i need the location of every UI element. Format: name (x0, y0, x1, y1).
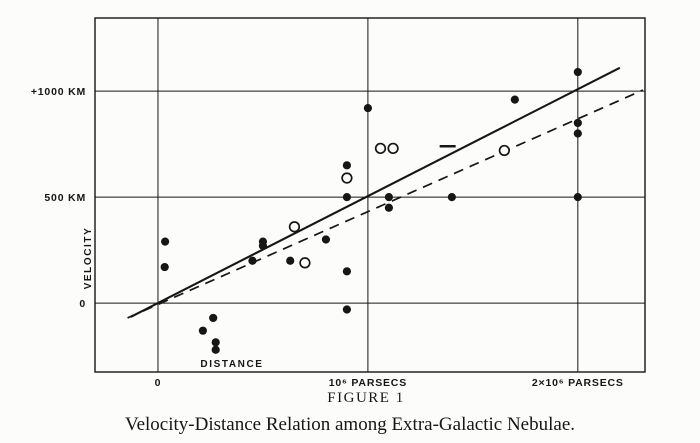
data-point-open (288, 221, 301, 233)
fit-line-solution-groups (127, 89, 644, 319)
data-point-filled (321, 235, 331, 244)
data-point-open (387, 142, 399, 155)
data-point-filled (573, 118, 582, 128)
data-point-filled (573, 193, 582, 202)
data-point-filled (384, 203, 393, 212)
x-tick-label: 2×10⁶ PARSECS (532, 377, 624, 389)
figure-caption: Velocity-Distance Relation among Extra-G… (125, 414, 575, 435)
x-axis-label: DISTANCE (200, 359, 263, 370)
data-point-filled (161, 237, 170, 246)
data-point-filled (209, 313, 218, 323)
figure-title: FIGURE 1 (327, 390, 404, 406)
data-point-filled (211, 338, 220, 347)
data-point-open (374, 142, 387, 155)
data-point-filled (447, 193, 456, 202)
tick-labels: 0 10⁶ PARSECS 2×10⁶ PARSECS 0 500 KM +1000 KM (31, 86, 624, 389)
data-point-filled (573, 67, 582, 77)
data-point-filled (342, 161, 352, 170)
data-points (160, 67, 582, 354)
data-point-filled (384, 193, 393, 202)
plot-frame-layer (94, 17, 646, 373)
data-point-open (341, 172, 353, 184)
data-point-filled (573, 129, 582, 138)
fit-line-solution-individual (130, 66, 621, 318)
data-point-filled (286, 256, 295, 265)
x-tick-label: 10⁶ PARSECS (329, 377, 407, 389)
data-point-filled (258, 241, 268, 250)
data-point-filled (363, 103, 373, 113)
data-point-filled (198, 326, 208, 335)
x-tick-label: 0 (155, 377, 162, 389)
data-point-filled (342, 305, 352, 314)
plot-frame (94, 17, 646, 373)
data-point-filled (248, 256, 257, 265)
data-point-filled (342, 193, 352, 202)
data-point-open (299, 257, 311, 269)
y-tick-label: +1000 KM (31, 86, 86, 98)
data-point-filled (342, 267, 352, 276)
data-point-filled (211, 345, 220, 354)
y-tick-label: 0 (79, 298, 86, 310)
data-point-filled (510, 95, 519, 104)
data-point-open (498, 144, 511, 157)
data-point-filled (160, 262, 169, 272)
y-tick-label: 500 KM (44, 192, 86, 204)
fit-lines (127, 66, 644, 319)
y-axis-label: VELOCITY (83, 227, 94, 290)
